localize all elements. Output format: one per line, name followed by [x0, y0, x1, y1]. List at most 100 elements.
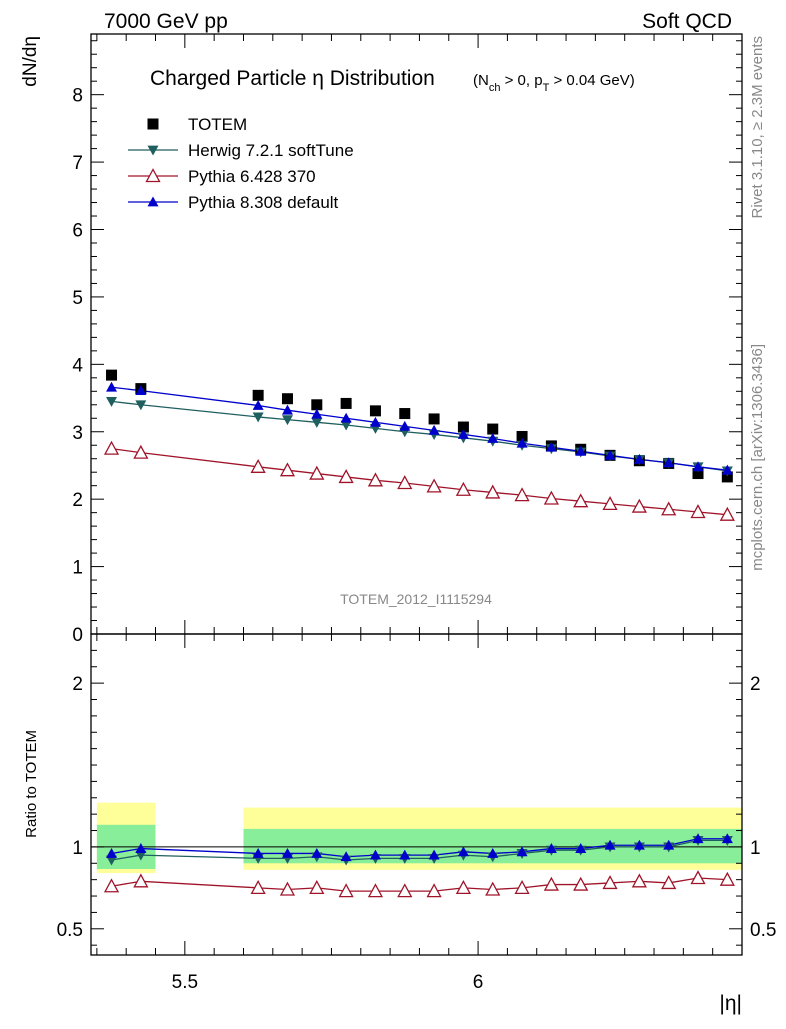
subtitle-end: > 0.04 GeV) — [549, 72, 634, 89]
ratio-1-point-10 — [485, 881, 501, 896]
legend-marker-3 — [147, 196, 159, 207]
ratio-2-point-18 — [721, 833, 733, 844]
legend-marker-1 — [147, 145, 159, 156]
series-0-point-2 — [252, 389, 264, 401]
y-tick-label-1: 1 — [72, 558, 83, 579]
series-2-point-18 — [719, 506, 735, 521]
series-1-point-1 — [135, 400, 147, 411]
series-0-point-9 — [457, 421, 469, 433]
ratio-2-point-3 — [281, 847, 293, 858]
y-tick-label-0: 0 — [72, 625, 83, 646]
series-0-point-11 — [516, 430, 528, 442]
series-3-point-10 — [487, 432, 499, 443]
series-2-point-16 — [661, 501, 677, 516]
y-tick-label-5: 5 — [72, 288, 83, 309]
series-3-point-1 — [135, 385, 147, 396]
series-3-point-3 — [281, 404, 293, 415]
ratio-1-point-4 — [309, 879, 325, 895]
series-3-point-15 — [633, 453, 645, 464]
series-0-point-8 — [428, 413, 440, 425]
series-3-point-6 — [369, 416, 381, 427]
ratio-2-point-0 — [106, 847, 118, 858]
series-0-point-5 — [340, 397, 352, 409]
legend-label-2: Pythia 6.428 370 — [188, 167, 316, 186]
series-1-point-4 — [311, 417, 323, 428]
x-tick-label-0: 5.5 — [172, 972, 198, 993]
ratio-1-point-0 — [103, 878, 120, 893]
ratio-2-point-6 — [369, 849, 381, 860]
series-0-point-4 — [311, 399, 323, 411]
series-2-point-0 — [103, 440, 120, 455]
ratio-2-point-8 — [428, 849, 440, 860]
series-3-point-14 — [604, 449, 616, 460]
ratio-2-point-1 — [135, 843, 147, 853]
axes: 0 1 2 3 4 5 6 7 8 0.5 0.5 1 1 2 2 5.5 6 — [57, 33, 776, 993]
ratio-2-point-12 — [545, 843, 557, 853]
series-3-point-4 — [311, 408, 323, 419]
series-2-point-17 — [690, 504, 706, 519]
ratio-1-point-12 — [543, 876, 559, 891]
header-left: 7000 GeV pp — [104, 10, 228, 33]
series-0-point-3 — [281, 393, 293, 405]
series-3-point-11 — [516, 437, 528, 448]
legend-marker-2 — [145, 168, 161, 183]
series-3-point-16 — [663, 457, 675, 468]
series-2-point-1 — [133, 444, 149, 459]
y-tick-label-2: 2 — [72, 490, 83, 511]
legend: TOTEM Herwig 7.2.1 softTune Pythia 6.428 3… — [128, 115, 354, 212]
ratio-y-tick-label-right-0: 0.5 — [750, 920, 776, 941]
series-2-point-9 — [455, 481, 472, 496]
analysis-id: TOTEM_2012_I1115294 — [340, 591, 492, 607]
y-axis-label: dN/dη — [20, 36, 41, 87]
series-1-point-0 — [106, 397, 118, 407]
series-3-point-9 — [457, 428, 469, 439]
ratio-1-point-14 — [602, 875, 618, 890]
subtitle-ch: ch — [489, 82, 501, 94]
legend-marker-0 — [147, 118, 159, 130]
series-3-point-18 — [721, 464, 733, 475]
ratio-1-point-5 — [338, 883, 354, 898]
y-tick-label-8: 8 — [72, 86, 83, 107]
ratio-2-point-2 — [252, 847, 264, 858]
series-2-point-8 — [426, 478, 442, 493]
series-1-point-2 — [252, 412, 264, 423]
mcplots-label: mcplots.cern.ch [arXiv:1306.3436] — [749, 344, 766, 571]
ratio-1-point-8 — [426, 883, 442, 898]
series-3-point-0 — [106, 381, 118, 392]
series-2-point-15 — [631, 498, 647, 513]
ratio-frame — [90, 633, 743, 956]
chart-title: Charged Particle η Distribution — [150, 67, 435, 90]
legend-label-1: Herwig 7.2.1 softTune — [188, 141, 354, 160]
legend-label-0: TOTEM — [188, 115, 247, 134]
ratio-1-point-3 — [279, 881, 296, 896]
x-tick-label-1: 6 — [473, 972, 484, 993]
series-0-point-6 — [369, 405, 381, 417]
ratio-1-point-16 — [661, 875, 677, 890]
ratio-0-point-0 — [106, 855, 118, 866]
ratio-2-point-7 — [399, 849, 411, 860]
series-2-point-14 — [602, 496, 618, 511]
series-2-point-4 — [309, 465, 325, 480]
ratio-2-point-13 — [575, 843, 587, 853]
ratio-2-point-17 — [692, 833, 704, 844]
series-3-point-17 — [692, 461, 704, 472]
series-3-point-7 — [399, 420, 411, 431]
ratio-2-point-10 — [487, 847, 499, 858]
ratio-2-point-14 — [604, 839, 616, 850]
series-2-point-6 — [367, 472, 384, 487]
ratio-2-point-11 — [516, 846, 528, 857]
ratio-2-point-5 — [340, 851, 352, 862]
ratio-0-point-1 — [135, 850, 147, 861]
header-right: Soft QCD — [642, 10, 732, 33]
y-tick-label-4: 4 — [72, 355, 83, 376]
ratio-y-tick-label-0: 0.5 — [57, 920, 83, 941]
series-1-point-5 — [340, 420, 352, 431]
series-2-point-5 — [338, 469, 354, 484]
x-axis-label: |η| — [719, 992, 742, 1015]
rivet-label: Rivet 3.1.10, ≥ 2.3M events — [749, 36, 766, 219]
series-2-point-3 — [279, 462, 296, 477]
series-2-point-7 — [397, 475, 413, 490]
series-0-point-18 — [721, 471, 733, 483]
series-3-point-8 — [428, 424, 440, 435]
